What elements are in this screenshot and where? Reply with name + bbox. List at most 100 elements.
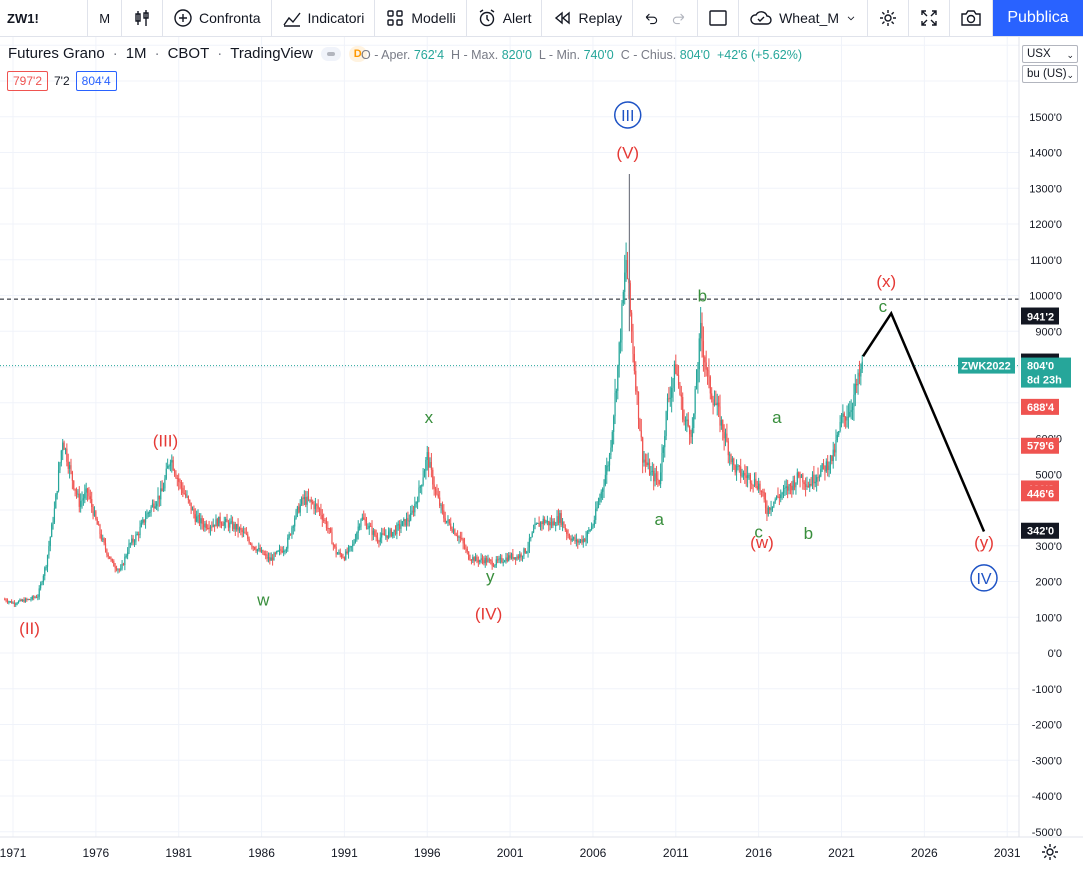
candle-body <box>27 599 29 601</box>
candle-body <box>441 504 444 511</box>
candle-body <box>457 535 459 538</box>
candle-body <box>129 543 131 545</box>
redo-icon[interactable] <box>671 10 687 26</box>
settings-button[interactable] <box>868 0 909 36</box>
candle-body <box>404 519 406 526</box>
candle-body <box>635 370 637 392</box>
candle-body <box>256 549 259 552</box>
candle-body <box>343 557 345 560</box>
candle-body <box>198 515 201 524</box>
candle-body <box>428 452 430 468</box>
templates-button[interactable]: Modelli <box>375 0 467 36</box>
unit-select[interactable]: bu (US) ⌄ <box>1022 65 1078 83</box>
price-tick-label: 500'0 <box>1035 469 1062 481</box>
candles <box>4 173 863 608</box>
wave-label: y <box>486 567 495 586</box>
candle-body <box>553 521 555 526</box>
candle-body <box>89 496 91 500</box>
candle-body <box>372 530 374 535</box>
candle-body <box>724 433 727 439</box>
candle-body <box>306 496 308 505</box>
time-axis-background <box>0 837 1019 871</box>
chart-settings-gear-icon[interactable] <box>1040 842 1060 862</box>
candle-body <box>393 529 395 532</box>
symbol-search-button[interactable]: ZW1! <box>0 0 89 36</box>
candle-body <box>162 488 165 492</box>
candle-body <box>288 534 290 538</box>
compare-button[interactable]: Confronta <box>163 0 272 36</box>
candle-body <box>271 557 274 561</box>
candle-body <box>498 558 500 561</box>
symbol-title[interactable]: Futures Grano <box>8 45 105 62</box>
candle-body <box>154 506 156 509</box>
fullscreen-layout-button[interactable] <box>698 0 740 36</box>
time-tick-label: 1991 <box>331 846 358 860</box>
candle-body <box>245 533 247 535</box>
candle-body <box>602 488 604 492</box>
candle-body <box>371 526 373 535</box>
candle-body <box>44 567 46 576</box>
candle-body <box>381 533 383 538</box>
publish-button[interactable]: Pubblica <box>993 0 1083 36</box>
candle-body <box>510 553 513 559</box>
candle-body <box>335 546 337 555</box>
candle-body <box>215 519 217 527</box>
candle-body <box>840 416 843 423</box>
candle-body <box>637 391 640 420</box>
candle-body <box>249 543 252 545</box>
undo-icon[interactable] <box>643 10 659 26</box>
candle-body <box>744 472 746 476</box>
candle-body <box>95 511 97 520</box>
candle-body <box>71 471 73 481</box>
candle-body <box>486 558 488 563</box>
candle-body <box>312 502 314 504</box>
price-chart[interactable]: III(V)(III)(II)(IV)(w)(x)(y)IVxwybacabc … <box>0 37 1083 871</box>
candle-body <box>318 508 321 510</box>
price-axis[interactable]: -500'0 -400'0 -300'0 -200'0 -100'0 0'0 100'0 20… <box>1018 37 1083 839</box>
candle-body <box>513 557 515 559</box>
visibility-icon[interactable] <box>320 46 341 61</box>
fullscreen-button[interactable] <box>909 0 950 36</box>
candle-body <box>389 529 391 532</box>
candle-body <box>643 459 645 463</box>
candle-body <box>636 391 638 393</box>
candle-body <box>712 399 714 406</box>
wave-label: b <box>698 287 707 306</box>
candle-body <box>179 481 181 483</box>
indicators-button[interactable]: Indicatori <box>272 0 376 36</box>
candle-body <box>357 526 359 533</box>
currency-select[interactable]: USX ⌄ <box>1022 45 1078 63</box>
candle-body <box>202 523 205 528</box>
price-tick-label: 200'0 <box>1035 577 1062 589</box>
candle-body <box>571 538 573 541</box>
snapshot-button[interactable] <box>950 0 993 36</box>
layout-name-button[interactable]: Wheat_M <box>739 0 868 36</box>
bid-badge[interactable]: 797'2 <box>7 71 48 91</box>
candle-body <box>149 511 151 513</box>
candle-body <box>56 491 58 495</box>
candle-body <box>702 341 705 358</box>
candle-body <box>367 528 369 530</box>
replay-button[interactable]: Replay <box>542 0 634 36</box>
candle-body <box>46 555 49 567</box>
candle-body <box>592 525 594 527</box>
candle-body <box>407 518 409 521</box>
alert-button[interactable]: Alert <box>467 0 543 36</box>
candle-body <box>614 393 616 417</box>
expand-icon <box>921 10 937 26</box>
candle-body <box>41 582 43 584</box>
candle-body <box>603 484 605 489</box>
candle-body <box>408 520 410 522</box>
candle-body <box>115 568 118 571</box>
candle-body <box>541 522 543 525</box>
candle-body <box>200 518 202 524</box>
delay-badge[interactable]: D <box>348 45 367 62</box>
candle-body <box>418 487 420 502</box>
interval-button[interactable]: M <box>88 0 123 36</box>
candle-body <box>353 542 355 545</box>
candle-body <box>720 419 722 426</box>
chart-style-button[interactable] <box>122 0 164 36</box>
ask-badge[interactable]: 804'4 <box>75 71 117 91</box>
time-axis[interactable]: 1971 1976 1981 1986 1991 1996 2001 2006 2011 2016… <box>0 836 1083 871</box>
candle-body <box>38 588 40 597</box>
